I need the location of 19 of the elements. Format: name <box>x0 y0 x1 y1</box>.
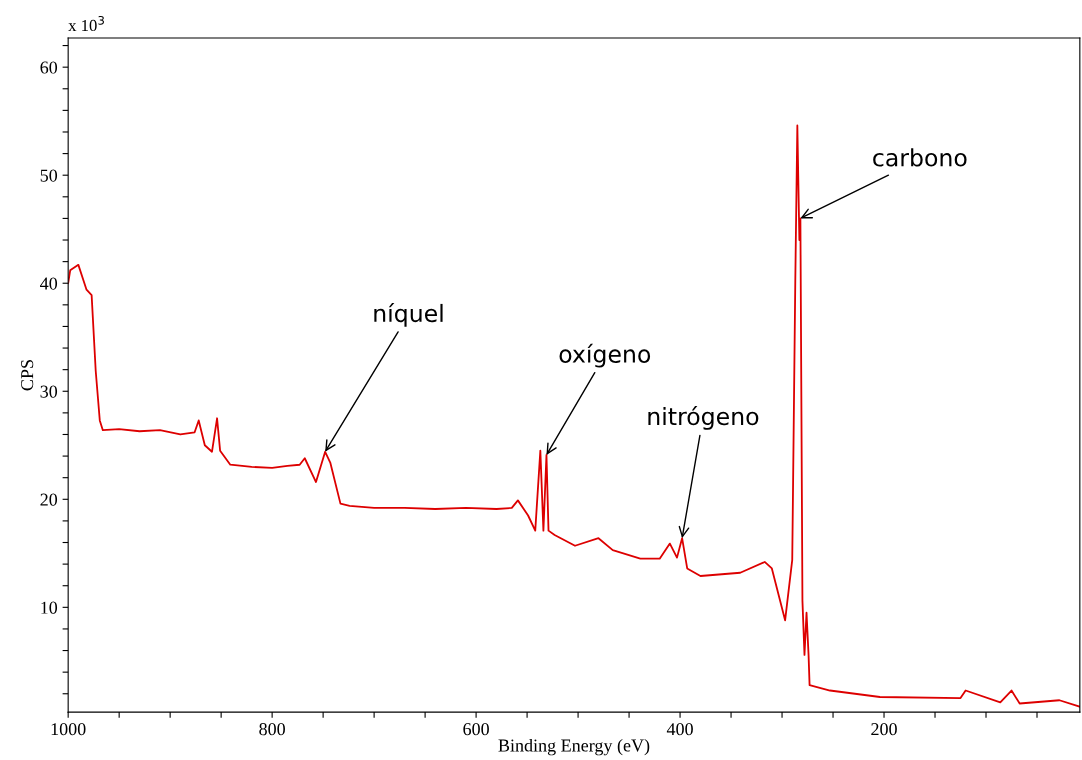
annotation: nitrógeno <box>648 406 759 430</box>
line-series <box>68 124 1080 708</box>
y-tick-label: 60 <box>40 61 58 74</box>
text: x 10$^{3}$ <box>68 15 104 32</box>
x-tick-label: 1000 <box>51 723 86 736</box>
annotation: carbono <box>873 148 967 167</box>
y-tick-label: 30 <box>40 385 58 398</box>
y-tick-label: 50 <box>40 169 58 182</box>
annotation: níquel <box>374 302 443 327</box>
x-tick-label: 400 <box>666 723 693 736</box>
y-tick-label: 10 <box>41 601 58 614</box>
annotation: oxígeno <box>559 343 651 368</box>
x-axis-title: Binding Energy (eV) <box>498 738 650 756</box>
y-tick-label: 20 <box>40 493 58 506</box>
y-tick-label: 40 <box>40 277 58 290</box>
y-axis-title: CPS <box>21 360 34 391</box>
x-tick-label: 800 <box>259 723 285 736</box>
x-tick-label: 200 <box>871 723 897 736</box>
x-tick-label: 600 <box>463 723 489 736</box>
